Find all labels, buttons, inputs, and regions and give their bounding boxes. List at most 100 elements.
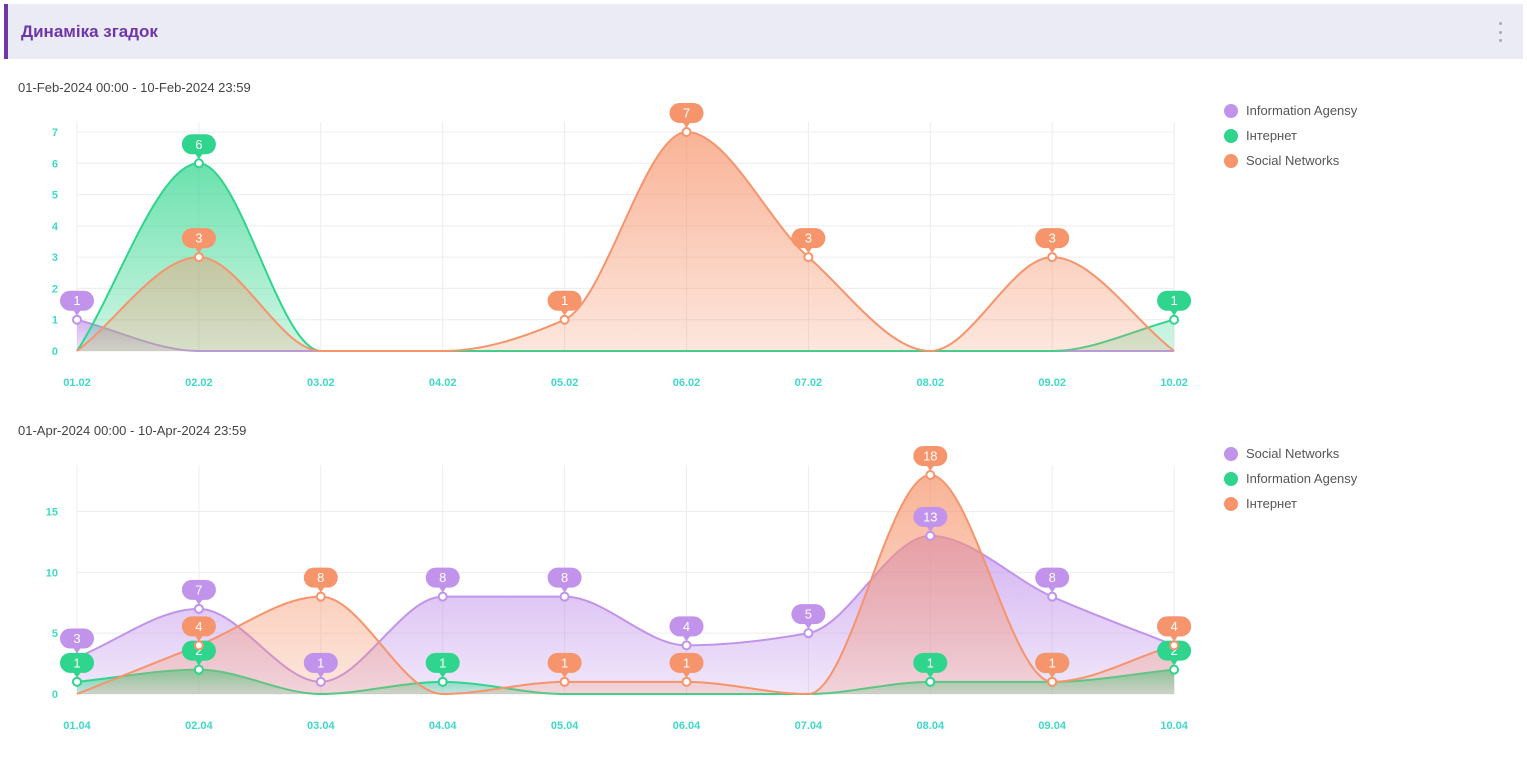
data-label: 8 — [547, 567, 582, 593]
data-point[interactable] — [193, 252, 204, 263]
legend-item-social-networks[interactable]: Social Networks — [1224, 441, 1357, 466]
data-point[interactable] — [72, 314, 82, 325]
svg-text:4: 4 — [195, 619, 202, 634]
svg-text:3: 3 — [1049, 231, 1056, 246]
data-point[interactable] — [437, 591, 448, 602]
chart-1-svg: 0 1 2 3 4 5 6 7 01.02 02.02 03.02 04.02 05.02 06.02 07… — [52, 103, 1192, 389]
legend-dot — [1224, 446, 1238, 461]
legend-label: Інтернет — [1246, 496, 1297, 511]
svg-text:6: 6 — [195, 137, 202, 152]
data-label: 4 — [1157, 616, 1192, 642]
data-point[interactable] — [925, 676, 936, 687]
data-point[interactable] — [559, 314, 570, 325]
data-point[interactable] — [803, 252, 814, 263]
data-label: 1 — [913, 652, 948, 678]
legend-item-інтернет[interactable]: Інтернет — [1224, 123, 1357, 148]
y-tick-label: 5 — [52, 190, 58, 202]
data-label: 1 — [547, 652, 582, 678]
legend-item-social-networks[interactable]: Social Networks — [1224, 148, 1357, 173]
y-tick-label: 0 — [52, 346, 58, 358]
data-label: 3 — [60, 628, 94, 654]
svg-text:1: 1 — [1049, 655, 1056, 670]
svg-text:2: 2 — [195, 643, 202, 658]
x-tick-label: 05.04 — [551, 720, 579, 732]
more-options-icon[interactable] — [1497, 22, 1503, 42]
data-label: 1 — [60, 652, 94, 678]
data-point[interactable] — [72, 676, 82, 687]
y-tick-label: 1 — [52, 315, 58, 327]
y-tick-label: 4 — [52, 221, 59, 233]
data-point[interactable] — [315, 676, 326, 687]
data-point[interactable] — [1047, 591, 1058, 602]
data-label: 6 — [181, 134, 216, 160]
svg-text:1: 1 — [317, 655, 324, 670]
legend-item-information-agensy[interactable]: Information Agensy — [1224, 466, 1357, 491]
data-point[interactable] — [1047, 676, 1058, 687]
x-tick-label: 04.02 — [429, 377, 457, 389]
svg-text:1: 1 — [561, 293, 568, 308]
data-label: 1 — [669, 652, 704, 678]
data-point[interactable] — [193, 603, 204, 614]
legend-label: Social Networks — [1246, 446, 1340, 461]
svg-text:1: 1 — [1170, 293, 1177, 308]
data-label: 1 — [303, 652, 338, 678]
legend-dot — [1224, 496, 1238, 511]
chart-1-date-range: 01-Feb-2024 00:00 - 10-Feb-2024 23:59 — [18, 80, 251, 95]
svg-text:5: 5 — [805, 607, 812, 622]
data-point[interactable] — [1047, 252, 1058, 263]
chart-1-legend: Information Agensy Інтернет Social Network… — [1224, 98, 1357, 173]
data-label: 4 — [181, 616, 216, 642]
svg-text:1: 1 — [73, 293, 80, 308]
data-label: 18 — [913, 446, 948, 471]
data-point[interactable] — [193, 158, 204, 169]
data-point[interactable] — [1169, 314, 1180, 325]
series-line — [76, 130, 1175, 353]
y-tick-label: 10 — [46, 567, 58, 579]
data-point[interactable] — [681, 640, 692, 651]
series-area — [77, 132, 1175, 351]
data-point[interactable] — [315, 591, 326, 602]
legend-label: Social Networks — [1246, 153, 1340, 168]
data-label: 1 — [1157, 290, 1192, 316]
data-label: 7 — [181, 579, 216, 605]
widget-header: Динаміка згадок — [4, 4, 1523, 59]
legend-item-information-agensy[interactable]: Information Agensy — [1224, 98, 1357, 123]
x-tick-label: 09.02 — [1038, 377, 1066, 389]
x-tick-label: 07.02 — [795, 377, 823, 389]
data-point[interactable] — [681, 676, 692, 687]
data-point[interactable] — [925, 470, 936, 480]
data-point[interactable] — [1169, 664, 1180, 675]
x-tick-label: 08.02 — [917, 377, 945, 389]
data-point[interactable] — [193, 640, 204, 651]
data-label: 13 — [913, 506, 948, 532]
y-tick-label: 7 — [52, 127, 58, 139]
data-label: 2 — [181, 640, 216, 666]
y-tick-label: 2 — [52, 283, 58, 295]
data-label: 2 — [1157, 640, 1192, 666]
widget-title: Динаміка згадок — [21, 22, 158, 41]
svg-text:8: 8 — [1049, 570, 1056, 585]
x-tick-label: 03.02 — [307, 377, 335, 389]
data-point[interactable] — [559, 591, 570, 602]
chart-2-date-range: 01-Apr-2024 00:00 - 10-Apr-2024 23:59 — [18, 423, 247, 438]
series-social-networks — [76, 130, 1175, 353]
data-point[interactable] — [925, 530, 936, 541]
svg-text:1: 1 — [73, 655, 80, 670]
legend-item-інтернет[interactable]: Інтернет — [1224, 491, 1357, 516]
svg-text:4: 4 — [1170, 619, 1177, 634]
data-point[interactable] — [559, 676, 570, 687]
x-tick-label: 04.04 — [429, 720, 457, 732]
data-point[interactable] — [803, 628, 814, 639]
svg-text:7: 7 — [683, 106, 690, 121]
data-point[interactable] — [437, 676, 448, 687]
data-label: 3 — [791, 228, 826, 254]
data-point[interactable] — [1169, 640, 1180, 651]
data-point[interactable] — [681, 127, 692, 137]
data-label: 4 — [669, 616, 704, 642]
data-label: 8 — [1035, 567, 1070, 593]
x-tick-label: 02.02 — [185, 377, 213, 389]
legend-dot — [1224, 153, 1238, 168]
data-point[interactable] — [193, 664, 204, 675]
svg-text:8: 8 — [439, 570, 446, 585]
